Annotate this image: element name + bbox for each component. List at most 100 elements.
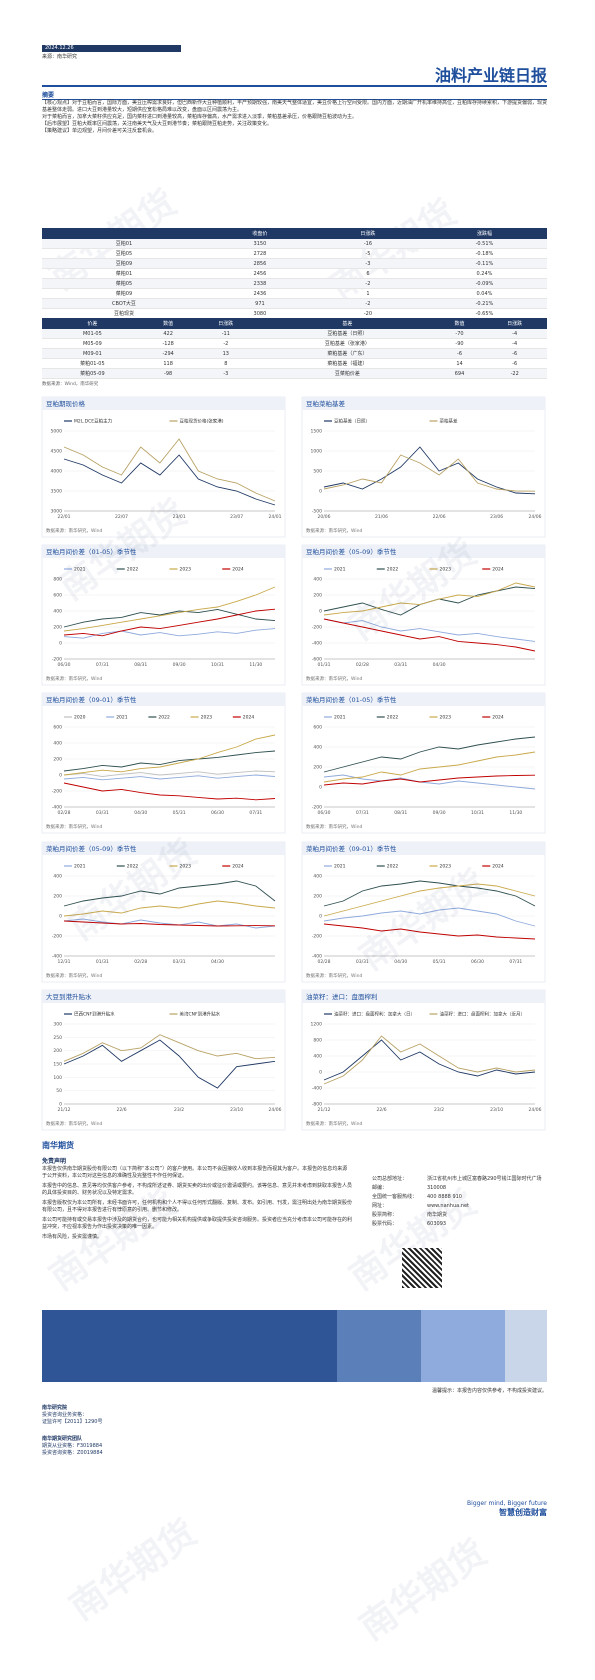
contact-label: 网址： [372, 1203, 388, 1209]
legend-label: 2021 [334, 715, 346, 721]
column-header: 日涨跌 [313, 228, 422, 239]
table-row: 菜粕05-09 -98 -3 豆菜粕价差 694 -22 [42, 368, 547, 379]
series-line [323, 582, 536, 616]
chart-source: 数据来源：南华研究，Wind [306, 823, 362, 830]
legend-label: 豆粕基差（日照） [334, 418, 370, 425]
x-tick-label: 22/01 [58, 514, 71, 520]
logo: 南华期货 [42, 1141, 74, 1150]
x-tick-label: 07/31 [509, 959, 522, 965]
footer: 南华研究院 投资咨询业务资格： 证监许可【2011】1290号 南华期货研究团队 期货从… [42, 1405, 103, 1457]
table-cell: -2 [193, 338, 259, 349]
y-tick-label: 0 [319, 609, 322, 615]
contact-value: 400 8888 910 [427, 1194, 462, 1200]
chart-panel [301, 396, 546, 538]
abstract-paragraph: 对于菜粕而言，加拿大菜籽供应充足，国内菜籽进口到港量较高，菜粕库存偏高，水产需求… [42, 114, 358, 120]
table-cell: 豆粕05 [42, 248, 206, 259]
x-tick-label: 24/01 [269, 514, 282, 520]
series-line [63, 734, 276, 776]
table-cell: 0.24% [421, 268, 547, 279]
y-tick-label: 3000 [51, 509, 63, 515]
table-row: 菜粕01-05 118 8 菜粕基差（福建） 14 -6 [42, 358, 547, 369]
y-tick-label: 5000 [51, 429, 63, 435]
y-tick-label: -800 [312, 1102, 322, 1108]
series-line [63, 1034, 276, 1062]
disclaimer-paragraph: 市场有风险，投资需谨慎。 [42, 1234, 103, 1240]
x-tick-label: 21/12 [318, 1107, 331, 1113]
chart-title: 菜粕月间价差（05-09）季节性 [46, 844, 137, 853]
watermark: 南华期货 [63, 1512, 204, 1628]
contact-label: 股票代码： [372, 1221, 398, 1227]
y-tick-label: 0 [59, 1102, 62, 1108]
y-tick-label: 200 [313, 894, 322, 900]
chart-source: 数据来源：南华研究，Wind [46, 675, 102, 682]
disclaimer-paragraph: 本报告中的信息、意见等均仅供客户参考，不构成所述证券、期货买卖的出价或征价邀请或… [42, 1183, 353, 1196]
table-cell: -128 [142, 338, 194, 349]
table-row: M05-09 -128 -2 豆粕基差（张家港） -90 -4 [42, 338, 547, 349]
chart-source: 数据来源：南华研究，Wind [306, 527, 362, 534]
chart-title-bar [302, 990, 545, 1003]
y-tick-label: 400 [53, 741, 62, 747]
table-cell: 豆粕现货 [42, 308, 206, 319]
y-tick-label: 400 [313, 577, 322, 583]
chart-title-bar [302, 693, 545, 706]
chart-panel [301, 989, 546, 1131]
legend-label: 2022 [387, 715, 399, 721]
x-tick-label: 22/6 [376, 1107, 386, 1113]
legend-label: 2020 [74, 715, 86, 721]
disclaimer-paragraph: 本公司可能持有或交易本报告中涉及的期货合约，也可能为相关机构提供或争取提供投资咨… [42, 1217, 353, 1230]
column-header: 涨跌幅 [421, 228, 547, 239]
y-tick-label: 400 [53, 609, 62, 615]
contact-value: 浙江省杭州市上城区富春路290号钱江国际时代广场 [427, 1176, 542, 1182]
series-line [63, 900, 276, 917]
table-cell: 3150 [205, 239, 314, 249]
table-cell: 2338 [205, 278, 314, 289]
table-cell: 2436 [205, 288, 314, 299]
table-cell: -294 [142, 348, 194, 359]
y-tick-label: -200 [52, 657, 62, 663]
legend-label: 2023 [180, 567, 192, 573]
y-tick-label: 0 [319, 1070, 322, 1076]
x-tick-label: 03/31 [96, 810, 109, 816]
series-line [63, 454, 276, 506]
header-source: 来源：南华研究 [42, 54, 78, 60]
y-tick-label: 200 [53, 757, 62, 763]
footer-line: 投资咨询资格：Z0019884 [42, 1450, 103, 1456]
table-cell: 1 [313, 288, 422, 299]
x-tick-label: 08/31 [394, 810, 407, 816]
table-cell: 118 [142, 358, 194, 369]
table-cell: 2856 [205, 258, 314, 269]
y-tick-label: 0 [319, 914, 322, 920]
abstract: 【核心观点】对于豆粕而言，国际方面，美豆压榨需求良好，但巴西新作大豆种植顺利，丰… [42, 100, 547, 135]
y-tick-label: -400 [312, 1086, 322, 1092]
table-cell: -6 [482, 348, 547, 359]
y-tick-label: 400 [313, 745, 322, 751]
chart-title-bar [302, 545, 545, 558]
contact: 公司总部地址： 浙江省杭州市上城区富春路290号钱江国际时代广场 邮编： 310008… [372, 1176, 547, 1230]
table-cell: 971 [205, 298, 314, 309]
x-tick-label: 11/30 [509, 810, 522, 816]
contact-value: 南华期货 [427, 1212, 448, 1218]
legend-label: 2022 [127, 864, 139, 870]
x-tick-label: 02/28 [58, 810, 71, 816]
chart-source: 数据来源：南华研究，Wind [306, 675, 362, 682]
table-cell: 豆粕09 [42, 258, 206, 269]
chart-title: 菜粕月间价差（01-05）季节性 [306, 695, 397, 704]
table-row: 豆粕01 3150 -16 -0.51% [42, 239, 547, 249]
chart-panel [41, 396, 286, 538]
x-tick-label: 23/07 [230, 514, 243, 520]
table-cell: -0.51% [421, 239, 547, 249]
chart-source: 数据来源：南华研究，Wind [46, 823, 102, 830]
table-cell: 菜粕05 [42, 278, 206, 289]
legend-label: 2023 [201, 715, 213, 721]
legend-label: 2024 [232, 567, 244, 573]
x-tick-label: 11/30 [249, 662, 262, 668]
x-tick-label: 22/06 [433, 514, 446, 520]
table-cell: 0.04% [421, 288, 547, 299]
table-header: 价差 数值 日涨跌 基差 数值 日涨跌 [42, 318, 547, 329]
table-cell: 豆菜粕价差 [258, 368, 437, 379]
y-tick-label: 600 [313, 725, 322, 731]
slogan-cn: 智慧创造财富 [499, 1508, 547, 1517]
y-tick-label: -400 [52, 954, 62, 960]
x-tick-label: 22/07 [115, 514, 128, 520]
y-tick-label: 1000 [311, 449, 323, 455]
